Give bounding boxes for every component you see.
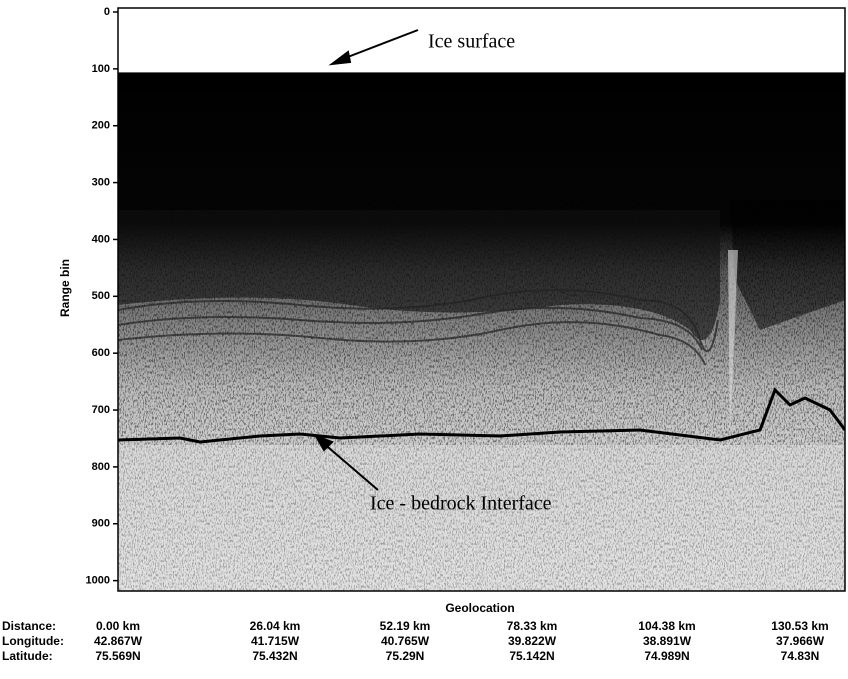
geo-value: 42.867W [94,634,143,648]
x-axis-label: Geolocation [445,601,514,615]
y-axis-label: Range bin [58,259,72,317]
y-tick-label: 600 [92,347,110,359]
geo-value: 74.83N [781,649,820,663]
geo-value: 41.715W [251,634,300,648]
geo-value: 75.432N [252,649,297,663]
geo-value: 0.00 km [96,619,140,633]
y-tick-label: 100 [92,63,110,75]
radargram-image [117,7,846,592]
annotation: Ice surface [428,31,515,53]
geo-row-label: Distance: [2,619,56,633]
y-tick-label: 900 [92,518,110,530]
geo-value: 38.891W [643,634,692,648]
y-tick-label: 400 [92,233,110,245]
geo-row-label: Latitude: [2,649,53,663]
geo-value: 104.38 km [638,619,695,633]
annotation: Ice - bedrock Interface [370,493,552,515]
geo-value: 37.966W [776,634,825,648]
y-tick-label: 0 [104,6,110,18]
geo-value: 26.04 km [250,619,301,633]
y-tick-label: 300 [92,176,110,188]
geo-value: 75.142N [509,649,554,663]
geo-value: 40.765W [381,634,430,648]
y-tick-label: 200 [92,120,110,132]
y-tick-label: 500 [92,290,110,302]
geo-value: 78.33 km [507,619,558,633]
geo-value: 75.29N [386,649,425,663]
geo-value: 74.989N [644,649,689,663]
geo-value: 39.822W [508,634,557,648]
geo-value: 130.53 km [771,619,828,633]
geo-value: 75.569N [95,649,140,663]
y-tick-label: 1000 [86,575,110,587]
annotation-arrows [313,29,419,491]
y-tick-label: 700 [92,404,110,416]
y-tick-label: 800 [92,461,110,473]
geo-value: 52.19 km [380,619,431,633]
geo-row-label: Longitude: [2,634,64,648]
